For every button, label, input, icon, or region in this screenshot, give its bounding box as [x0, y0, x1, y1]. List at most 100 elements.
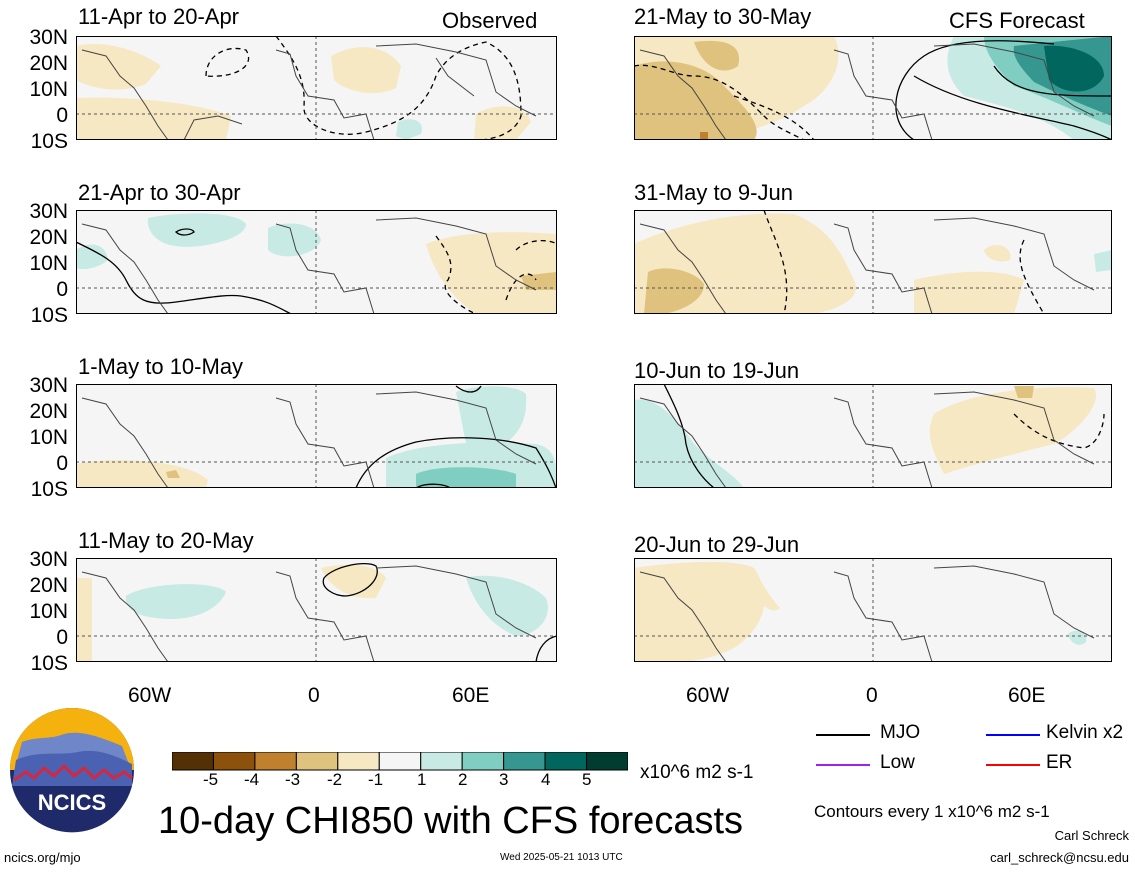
ncics-logo: NCICS	[8, 706, 136, 834]
shading-wet	[634, 399, 744, 488]
lon-tick: 60W	[686, 684, 730, 707]
colorbar-box	[171, 751, 214, 771]
lat-tick: 10S	[30, 130, 68, 153]
colorbar-box	[503, 751, 546, 771]
coastlines	[81, 217, 537, 314]
shading-dry	[929, 387, 1096, 474]
lat-tick: 10S	[30, 478, 68, 501]
legend-swatch-kelvin	[986, 734, 1040, 736]
map-panel-obs-4	[76, 558, 557, 662]
map-panel-fc-4	[634, 558, 1112, 662]
shading-wet	[416, 467, 516, 488]
colorbar-tick: 3	[499, 770, 509, 789]
legend-label-low: Low	[880, 752, 915, 773]
contour-negative	[205, 47, 250, 77]
lat-tick: 20N	[29, 52, 68, 75]
legend-label-er: ER	[1046, 752, 1073, 773]
map-panel-fc-1	[634, 36, 1112, 140]
units-label: x10^6 m2 s-1	[640, 762, 754, 783]
lat-tick: 20N	[29, 574, 68, 597]
coastlines	[81, 391, 537, 488]
footer-email: carl_schreck@ncsu.edu	[990, 850, 1129, 865]
lat-tick: 10N	[29, 600, 68, 623]
legend-swatch-low	[816, 764, 870, 766]
lat-tick: 20N	[29, 226, 68, 249]
shading-dry	[76, 44, 161, 90]
shading-dry	[914, 271, 1024, 314]
shading-dry	[700, 132, 708, 140]
shading-dry	[474, 106, 531, 140]
shading-dry	[321, 564, 386, 599]
panel-title-fc-3: 10-Jun to 19-Jun	[634, 358, 800, 383]
contour-positive	[174, 228, 195, 236]
lon-tick: 60E	[1008, 684, 1046, 707]
coastlines	[639, 565, 1095, 662]
shading-wet	[268, 223, 321, 257]
lat-tick: 10S	[30, 304, 68, 327]
colorbar	[171, 751, 629, 779]
lat-tick: 30N	[29, 26, 68, 49]
panel-title-obs-3: 1-May to 10-May	[78, 354, 244, 379]
map-panel-obs-3	[76, 384, 557, 488]
coastlines	[639, 217, 1095, 314]
colorbar-tick: 5	[582, 770, 592, 789]
map-panel-fc-2	[634, 210, 1112, 314]
observed-label: Observed	[442, 8, 538, 33]
legend-swatch-mjo	[816, 734, 870, 736]
shading-dry	[984, 245, 1011, 262]
colorbar-tick: -5	[203, 770, 219, 789]
coastlines	[639, 391, 1095, 488]
shading-dry	[166, 470, 180, 478]
shading-dry	[521, 272, 557, 290]
lat-tick: 10N	[29, 426, 68, 449]
lat-tick: 30N	[29, 548, 68, 571]
lat-tick: 10N	[29, 78, 68, 101]
lat-tick: 10N	[29, 252, 68, 275]
shading-dry	[644, 268, 704, 314]
colorbar-box	[337, 751, 380, 771]
panel-title-fc-2: 31-May to 9-Jun	[634, 180, 793, 205]
colorbar-box	[586, 751, 629, 771]
colorbar-box	[420, 751, 463, 771]
panel-title-obs-4: 11-May to 20-May	[78, 528, 254, 553]
chart-title: 10-day CHI850 with CFS forecasts	[158, 800, 744, 842]
panel-title-fc-1: 21-May to 30-May	[634, 4, 812, 29]
legend-label-mjo: MJO	[880, 722, 921, 743]
shading-dry	[426, 232, 557, 314]
contour-positive	[895, 40, 1112, 140]
shading-dry	[76, 578, 92, 662]
contour-negative	[763, 210, 1045, 314]
lon-tick: 0	[308, 684, 320, 707]
colorbar-tick: -1	[368, 770, 384, 789]
shading-dry	[331, 47, 401, 94]
contour-positive	[913, 75, 1112, 140]
cfs-forecast-label: CFS Forecast	[949, 8, 1085, 33]
lat-tick: 30N	[29, 200, 68, 223]
footer-timestamp: Wed 2025-05-21 1013 UTC	[500, 852, 623, 863]
colorbar-box	[254, 751, 297, 771]
shading-dry	[634, 561, 765, 662]
colorbar-tick: 1	[417, 770, 427, 789]
lat-tick: 0	[56, 278, 68, 301]
colorbar-tick: 4	[541, 770, 551, 789]
lat-tick: 20N	[29, 400, 68, 423]
contour-positive	[355, 437, 557, 488]
shading-wet	[396, 119, 422, 140]
legend-swatch-er	[986, 764, 1040, 766]
colorbar-box	[295, 751, 339, 771]
shading-wet	[1094, 250, 1112, 272]
shading-dry	[634, 61, 757, 140]
colorbar-tick: -3	[285, 770, 301, 789]
shading-wet	[125, 584, 226, 619]
map-panel-fc-3	[634, 384, 1112, 488]
lat-tick: 30N	[29, 374, 68, 397]
lat-tick: 0	[56, 104, 68, 127]
lon-tick: 60E	[452, 684, 490, 707]
shading-wet	[76, 244, 108, 270]
panel-title-obs-1: 11-Apr to 20-Apr	[78, 4, 240, 29]
coastlines	[81, 43, 537, 140]
colorbar-tick: -4	[244, 770, 260, 789]
lon-tick: 60W	[128, 684, 172, 707]
coastlines	[81, 565, 537, 662]
panel-title-fc-4: 20-Jun to 29-Jun	[634, 532, 800, 557]
